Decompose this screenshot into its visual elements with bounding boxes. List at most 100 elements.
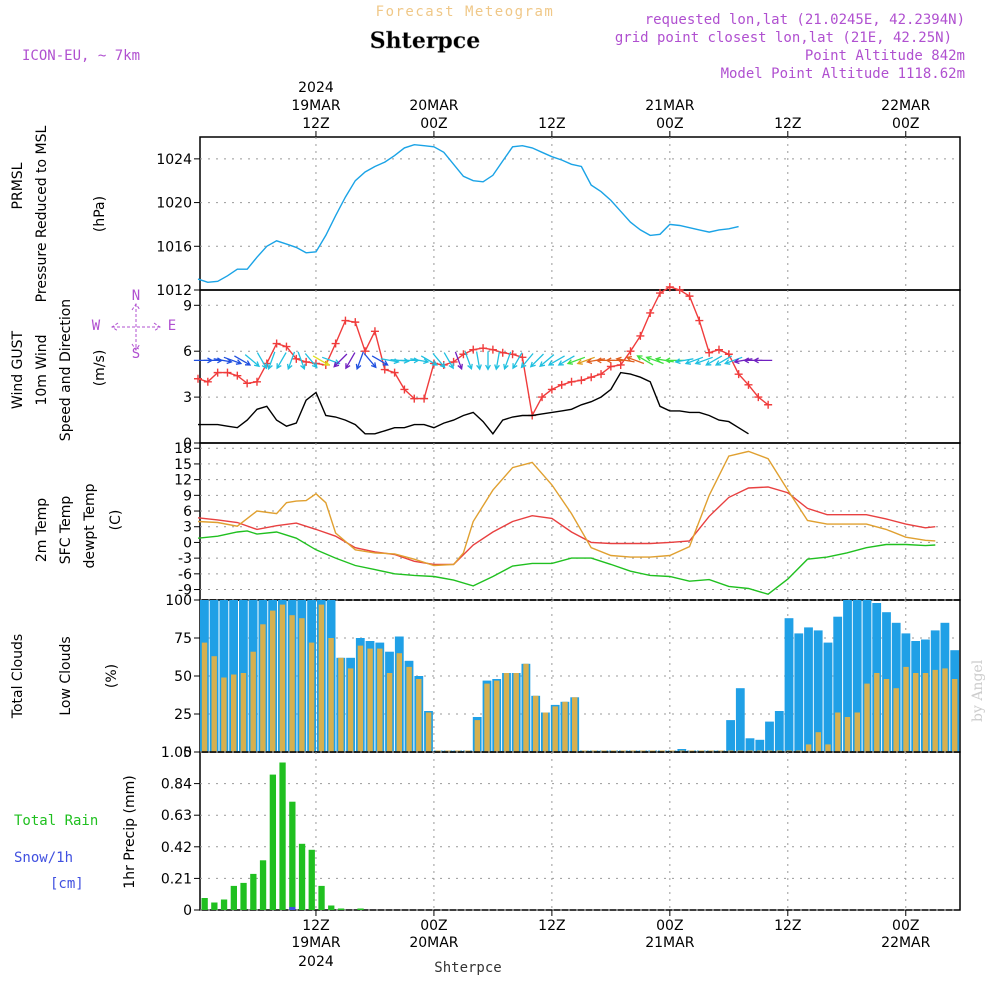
wind-direction-arrow [321, 356, 341, 365]
bar-rain [337, 908, 345, 910]
gust-marker [420, 394, 429, 403]
wind-direction-arrow [529, 353, 544, 368]
bar-low [844, 717, 851, 752]
y-tick-label: 1012 [156, 283, 192, 299]
snow-label: Snow/1h [14, 850, 73, 866]
bar-total [843, 600, 852, 752]
y-tick-label: -6 [178, 567, 192, 583]
bar-total [794, 633, 804, 752]
bar-snow [289, 907, 296, 910]
bar-low [523, 663, 529, 752]
bar-low [328, 638, 334, 752]
y-tick-label: 0.84 [161, 777, 192, 793]
wind-direction-arrow [297, 351, 306, 371]
gust-marker [213, 368, 222, 377]
bar-total [745, 738, 755, 752]
bar-total [765, 721, 774, 752]
bottom-date-label: 22MAR [881, 935, 930, 951]
wind-direction-arrow [684, 356, 704, 365]
top-hour-label: 00Z [420, 116, 447, 132]
wind-direction-arrow [213, 358, 233, 365]
bar-low [250, 651, 256, 752]
compass-rose [111, 303, 161, 351]
series-line-sfc [197, 450, 936, 567]
total-clouds-label: Total Clouds [10, 634, 26, 719]
gust-marker [538, 393, 547, 402]
bar-rain [289, 801, 296, 910]
y-tick-label: 1.05 [161, 745, 192, 761]
plot-area: 10121016102010240369-9-6-303691215180255… [10, 80, 961, 970]
clouds-unit-label: (%) [104, 664, 120, 688]
bar-low [396, 653, 402, 752]
model-name: ICON-EU, ~ 7km [22, 48, 140, 64]
bar-total [774, 711, 784, 752]
compass-south: S [132, 346, 140, 362]
gust-marker [292, 354, 301, 363]
gust-marker [646, 308, 655, 317]
gust-marker [351, 318, 360, 327]
t2m-label: 2m Temp [34, 498, 50, 562]
y-tick-label: 25 [174, 707, 192, 723]
y-tick-label: 1024 [156, 152, 192, 168]
bar-low [211, 656, 217, 752]
gust-marker [656, 289, 665, 298]
wind-direction-arrow [520, 353, 534, 369]
y-tick-label: 0.42 [161, 840, 192, 856]
wind-direction-arrow [724, 356, 743, 365]
gust-marker [302, 357, 311, 366]
wind-direction-arrow [475, 351, 482, 371]
wind-label: 10m Wind [34, 334, 50, 405]
bar-total [726, 720, 735, 752]
gust-marker [469, 345, 478, 354]
gust-marker [616, 360, 625, 369]
bar-total [755, 739, 765, 752]
y-tick-label: 0 [183, 535, 192, 551]
bar-rain [201, 898, 208, 910]
y-tick-label: 9 [183, 298, 192, 314]
wind-direction-arrow [654, 356, 674, 363]
wind-direction-arrow [420, 355, 438, 366]
gust-marker [587, 373, 596, 382]
bar-low [406, 666, 412, 752]
gust-marker [597, 370, 606, 379]
bar-low [533, 695, 539, 752]
y-tick-label: 3 [183, 520, 192, 536]
bar-total [891, 622, 901, 752]
bar-low [825, 744, 831, 752]
wind-direction-arrow [400, 357, 420, 364]
bar-low [913, 673, 919, 752]
bottom-hour-label: 00Z [420, 918, 447, 934]
gust-marker [665, 282, 674, 291]
bar-low [542, 712, 549, 752]
bar-low [289, 615, 295, 752]
pressure-label-short: PRMSL [10, 162, 26, 209]
gust-marker [272, 339, 281, 348]
wind-dir-label: Speed and Direction [58, 299, 74, 441]
bottom-date-label: 20MAR [409, 935, 458, 951]
gust-marker [498, 348, 507, 357]
y-tick-label: -9 [178, 583, 192, 599]
bar-rain [230, 885, 237, 910]
gust-marker [606, 362, 615, 371]
bottom-hour-label: 12Z [302, 918, 329, 934]
gust-marker [370, 327, 379, 336]
gust-marker [626, 347, 635, 356]
y-tick-label: 12 [174, 473, 192, 489]
bar-low [864, 683, 870, 752]
bar-low [386, 673, 393, 752]
y-tick-label: 0 [183, 436, 192, 452]
snow-unit-label: [cm] [50, 876, 84, 892]
compass-north: N [132, 288, 140, 304]
wind-direction-arrow [345, 352, 356, 370]
top-hour-label: 12Z [302, 116, 329, 132]
wind-direction-arrow [371, 355, 389, 366]
gust-marker [380, 365, 389, 374]
bar-low [260, 624, 266, 752]
bar-low [347, 668, 354, 752]
y-tick-label: 15 [174, 457, 192, 473]
bar-low [835, 712, 841, 752]
bar-low [221, 677, 227, 752]
y-tick-label: 1020 [156, 196, 192, 212]
gust-marker [754, 393, 763, 402]
bar-low [942, 668, 948, 752]
